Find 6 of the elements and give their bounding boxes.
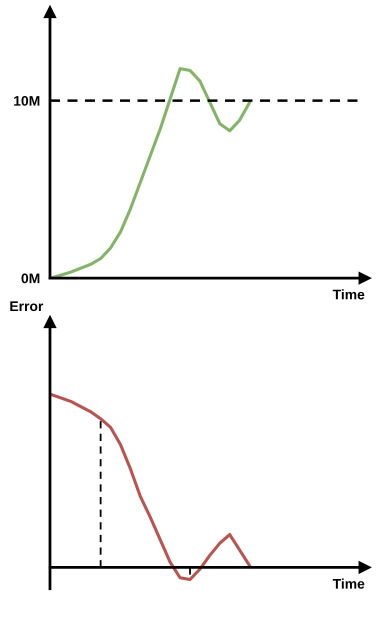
y-axis-title: Error (10, 301, 44, 312)
y-tick-label: 10M (14, 96, 40, 106)
line-series (50, 67, 252, 278)
x-axis-title: Time (332, 578, 364, 589)
x-axis-title: Time (332, 289, 364, 300)
y-tick-label: 0M (22, 273, 40, 284)
